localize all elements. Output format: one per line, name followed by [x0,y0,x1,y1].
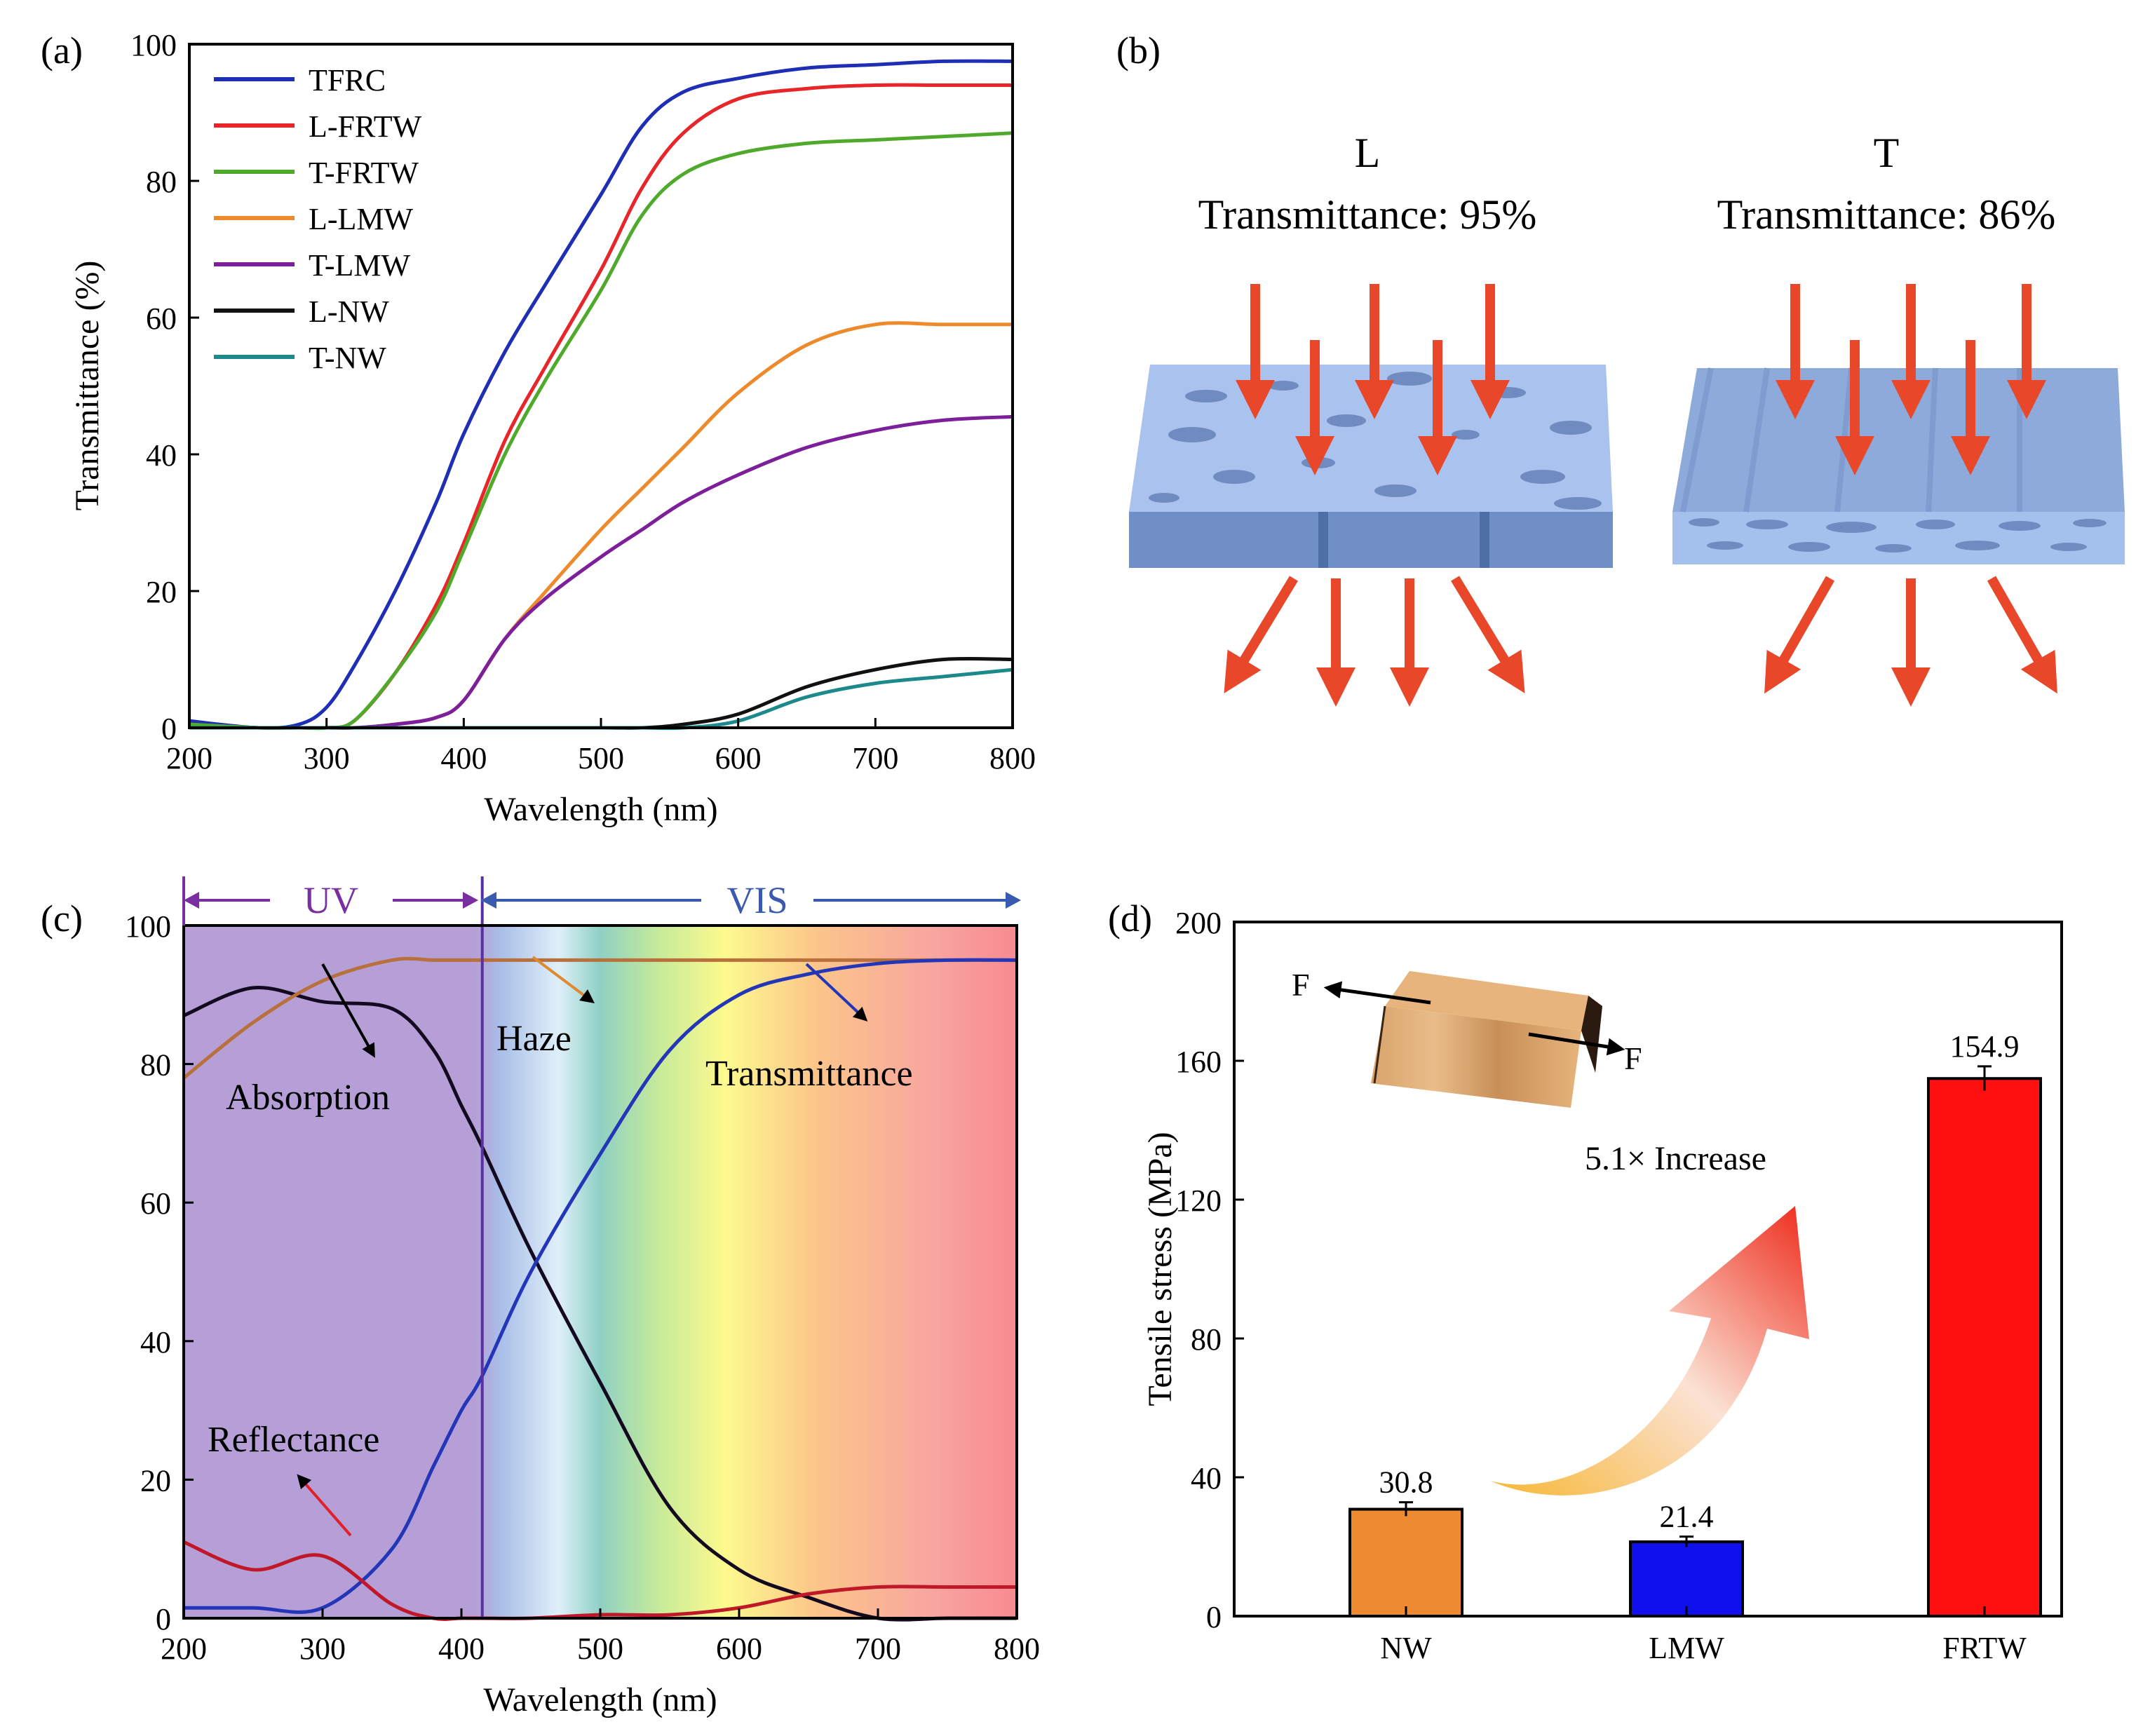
panel-label-d: (d) [1108,897,1152,940]
force-label-left: F [1292,967,1310,1003]
value-label-frtw: 154.9 [1950,1029,2020,1064]
left-block-title: L [1355,130,1381,176]
legend-label-t-nw: T-NW [309,341,386,375]
panel-d-ytick-label: 40 [1191,1461,1222,1496]
panel-a-legend: TFRC L-FRTW T-FRTW L-LMW T-LMW L-NW T-NW [214,63,422,375]
panel-a-ytick-label: 0 [161,712,177,746]
legend-label-l-frtw: L-FRTW [309,109,422,144]
vis-label: VIS [726,879,787,921]
panel-c-series-absorption [183,986,1017,1622]
tensile-specimen-sketch: F F [1292,967,1642,1108]
category-label-frtw: FRTW [1942,1631,2027,1665]
bar-frtw [1927,1077,2042,1618]
panel-c-xtick-label: 800 [994,1632,1040,1666]
panel-a-plot-frame [188,43,1014,729]
haze-annotation: Haze [496,1019,572,1059]
right-block-subtitle: Transmittance: 86% [1717,191,2056,238]
increase-annotation: 5.1× Increase [1585,1140,1766,1177]
legend-label-l-nw: L-NW [309,294,389,329]
panel-c-ytick-label: 40 [140,1325,171,1359]
panel-d-ytick-label: 80 [1191,1322,1222,1357]
legend-label-t-frtw: T-FRTW [309,156,419,190]
panel-c-chart: (c) 200 300 400 500 600 700 800 0 20 40 60 80 100 Wa… [41,876,1040,1718]
panel-a-series-tfrc [189,59,1013,730]
panel-a-xtick-label: 200 [166,741,212,775]
light-arrows [1224,284,2057,707]
panel-a-xtick-label: 500 [578,741,624,775]
panel-c-ytick-label: 100 [125,909,171,944]
force-label-right: F [1624,1040,1642,1076]
value-label-nw: 30.8 [1379,1465,1433,1500]
vis-region-marker: VIS [481,879,1021,921]
panel-a-xtick-label: 400 [440,741,487,775]
panel-a-xtick-label: 800 [989,741,1036,775]
panel-d-ytick-label: 120 [1175,1184,1222,1218]
panel-d-ylabel: Tensile stress (MPa) [1142,1132,1179,1406]
panel-c-xtick-label: 400 [438,1632,485,1666]
panel-a-ylabel: Transmittance (%) [69,261,106,511]
increase-arrow [1490,1206,1809,1496]
panel-a-chart: (a) 200 300 400 500 600 700 800 0 20 40 60 80 100 Wa… [41,28,1036,828]
transmittance-annotation: Transmittance [705,1054,913,1094]
panel-c-series-transmittance [184,958,1017,1614]
absorption-annotation: Absorption [226,1078,390,1118]
panel-a-xtick-label: 300 [304,741,350,775]
left-block-subtitle: Transmittance: 95% [1198,191,1537,238]
panel-c-xtick-label: 700 [855,1632,901,1666]
category-label-lmw: LMW [1649,1631,1724,1665]
transverse-wood-block [1672,367,2125,564]
reflectance-annotation: Reflectance [208,1420,379,1460]
panel-d-ytick-label: 160 [1175,1045,1222,1079]
panel-c-xtick-label: 500 [577,1632,623,1666]
panel-c-xlabel: Wavelength (nm) [483,1681,717,1718]
panel-b-diagram: (b) L Transmittance: 95% T Transmittance… [1116,29,2125,707]
panel-c-xtick-label: 300 [299,1632,346,1666]
panel-a-ytick-label: 40 [146,438,177,473]
right-block-title: T [1874,130,1900,176]
panel-c-ytick-label: 60 [140,1186,171,1221]
panel-c-ytick-label: 20 [140,1463,171,1498]
panel-a-ytick-label: 80 [146,165,177,199]
panel-c-ytick-label: 80 [140,1048,171,1083]
category-label-nw: NW [1380,1631,1432,1665]
legend-label-t-lmw: T-LMW [309,248,410,283]
panel-label-b: (b) [1116,29,1161,72]
panel-label-c: (c) [41,897,83,940]
spectrum-background [184,925,1017,1618]
uv-region-marker: UV [182,876,478,925]
uv-label: UV [304,879,358,921]
panel-a-ytick-label: 100 [130,28,177,62]
value-label-lmw: 21.4 [1660,1500,1714,1534]
panel-a-xlabel: Wavelength (nm) [484,791,717,828]
panel-label-a: (a) [41,29,83,72]
panel-d-ytick-label: 200 [1175,906,1222,940]
bar-lmw [1629,1540,1744,1618]
panel-c-xtick-label: 600 [716,1632,762,1666]
panel-a-ytick-label: 20 [146,575,177,609]
panel-a-xtick-label: 700 [852,741,898,775]
panel-d-ytick-label: 0 [1206,1600,1222,1634]
panel-c-ytick-label: 0 [156,1602,171,1636]
panel-a-ytick-label: 60 [146,301,177,336]
panel-c-xtick-label: 200 [161,1632,207,1666]
panel-a-xtick-label: 600 [715,741,762,775]
bar-nw [1348,1507,1463,1618]
legend-label-l-lmw: L-LMW [309,202,414,236]
panel-d-plot-frame [1233,921,2063,1618]
panel-d-chart: (d) 30.8 21.4 154.9 NW LMW FRTW 0 40 80 120 160 20… [1108,897,2063,1665]
legend-label-tfrc: TFRC [309,63,386,97]
panel-c-series-haze [182,956,1017,1080]
